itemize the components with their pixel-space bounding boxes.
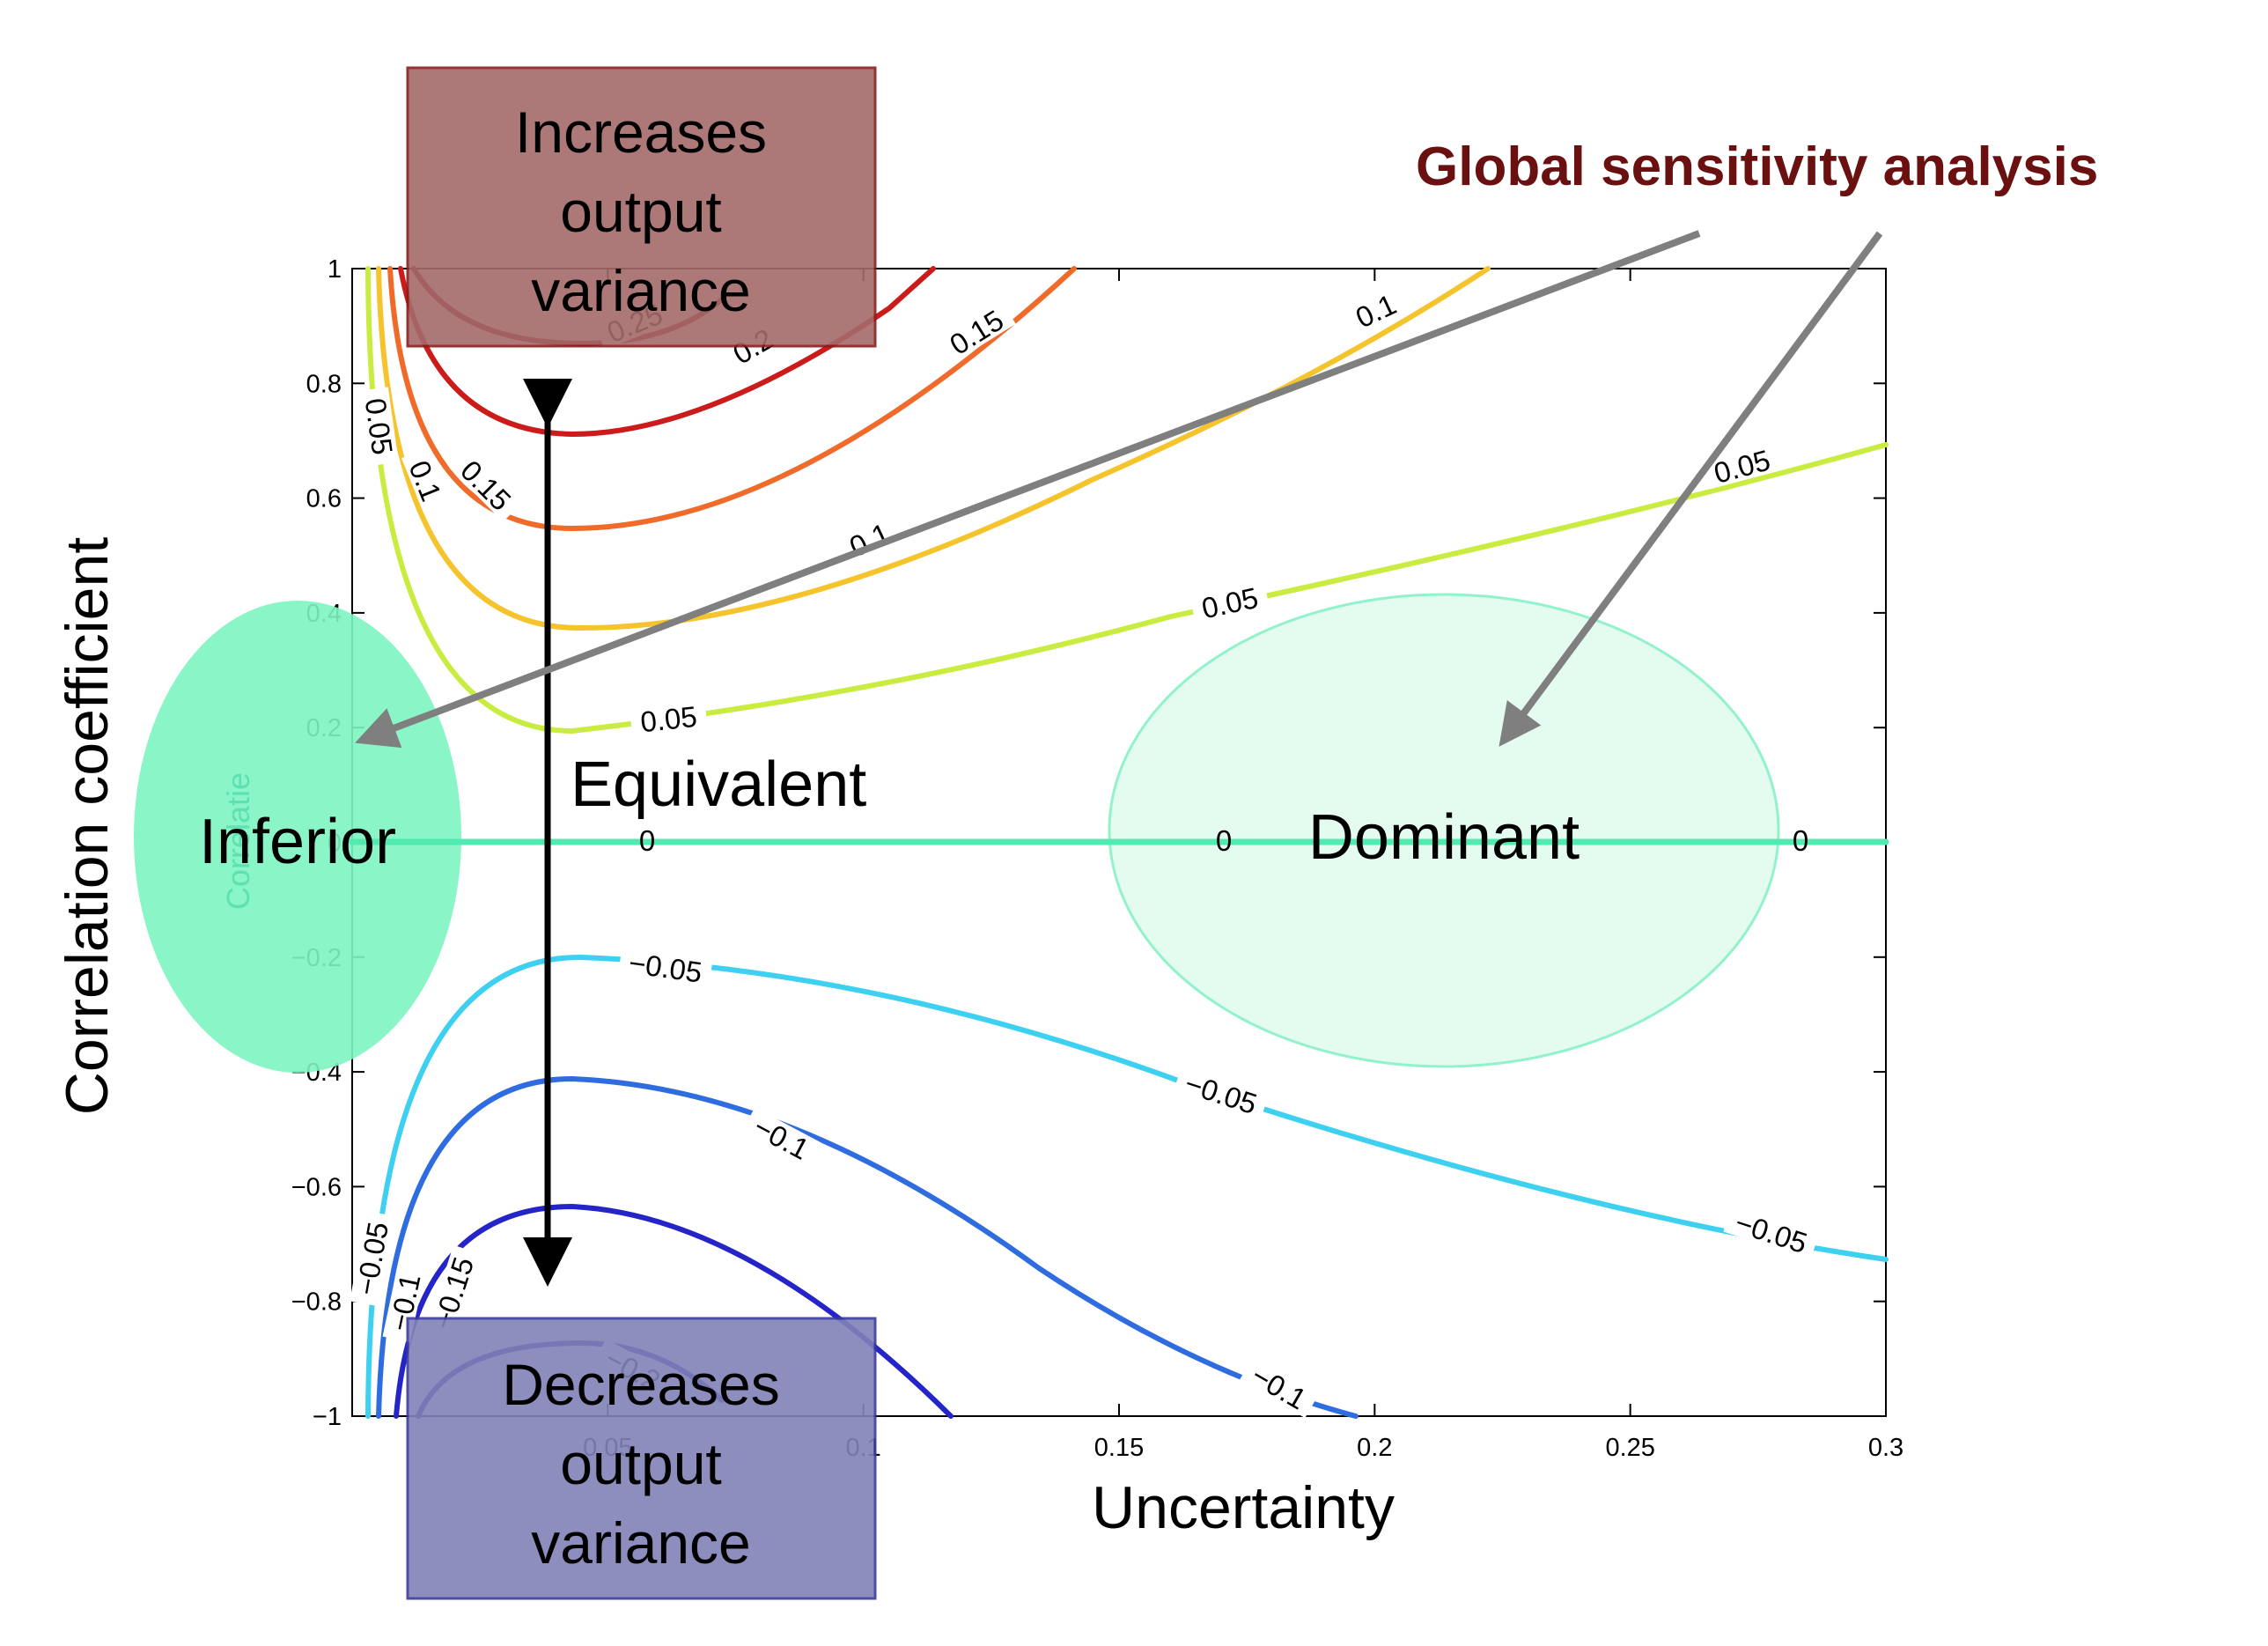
dominant-region bbox=[1108, 593, 1780, 1068]
y-tick-label: −0.6 bbox=[291, 1173, 342, 1201]
decreases-line-3: variance bbox=[531, 1510, 750, 1576]
contour-label: 0.05 bbox=[639, 700, 699, 739]
contour-label-bg bbox=[360, 387, 399, 466]
increases-line-2: output bbox=[560, 179, 722, 244]
dominant-label: Dominant bbox=[1308, 802, 1580, 873]
contour-label-bg bbox=[936, 299, 1016, 365]
y-tick-label: 1 bbox=[328, 255, 342, 284]
contour-label: 0 bbox=[1793, 824, 1808, 857]
contour-line bbox=[365, 954, 1889, 1419]
contour-label-bg bbox=[741, 1107, 822, 1169]
contour-label: −0.05 bbox=[350, 1220, 394, 1298]
contour-line bbox=[394, 1203, 954, 1419]
x-axis-title: Uncertainty bbox=[1092, 1474, 1395, 1541]
y-axis-title: Correlation coefficient bbox=[54, 537, 121, 1116]
decreases-line-2: output bbox=[560, 1431, 722, 1496]
increases-box bbox=[406, 66, 877, 348]
contour-label: 0 bbox=[639, 824, 655, 857]
contour-label-group: −0.1 bbox=[1239, 1355, 1320, 1419]
contour-label-bg bbox=[449, 448, 523, 522]
contour-line bbox=[398, 266, 936, 438]
gsa-arrow-right bbox=[1498, 231, 1883, 747]
contour-label-bg bbox=[1173, 1066, 1270, 1121]
contour-label: 0.05 bbox=[1199, 581, 1262, 625]
contour-line bbox=[387, 266, 1077, 532]
contour-label-bg bbox=[401, 447, 451, 514]
y-tick-label: 0.6 bbox=[306, 485, 342, 513]
x-tick-label: 0.3 bbox=[1868, 1434, 1904, 1462]
contour-label-group: −0.05 bbox=[1723, 1205, 1820, 1260]
decreases-box bbox=[406, 1317, 877, 1600]
decreases-annotation: Decreases output variance bbox=[406, 1317, 877, 1600]
contour-label: −0.05 bbox=[1181, 1067, 1261, 1120]
faint-axis-label: Correlatie bbox=[220, 772, 256, 910]
y-tick-label: −1 bbox=[313, 1403, 342, 1431]
contour-label-group: −0.05 bbox=[618, 946, 713, 989]
contour-label-bg bbox=[618, 946, 713, 988]
contour-label: −0.05 bbox=[1731, 1206, 1811, 1259]
y-tick-label: 0.8 bbox=[306, 370, 342, 398]
increases-annotation: Increases output variance bbox=[406, 66, 877, 348]
contour-label-bg bbox=[629, 700, 708, 737]
contour-label: 0.05 bbox=[359, 396, 400, 457]
contour-line bbox=[365, 266, 1889, 734]
contour-label: 0 bbox=[1216, 824, 1232, 857]
contour-label-group: 0.05 bbox=[629, 700, 708, 739]
contour-label-bg bbox=[1239, 1355, 1320, 1419]
increases-line-1: Increases bbox=[515, 100, 767, 165]
contour-label-bg bbox=[1701, 442, 1783, 490]
inferior-label: Inferior bbox=[199, 807, 396, 877]
contour-label-group: 0.15 bbox=[936, 299, 1016, 365]
increases-line-3: variance bbox=[531, 258, 750, 323]
equivalent-label: Equivalent bbox=[571, 749, 866, 820]
contour-label-group: 0.05 bbox=[1189, 580, 1270, 625]
gsa-arrow-left bbox=[355, 230, 1701, 749]
y-tick-label: −0.8 bbox=[291, 1288, 342, 1317]
contour-label-group: 0 bbox=[1216, 824, 1232, 857]
x-tick-label: 0.15 bbox=[1094, 1434, 1144, 1462]
contour-label-group: −0.05 bbox=[1173, 1066, 1270, 1121]
contour-label-bg bbox=[350, 1210, 394, 1306]
contour-label-group: 0.1 bbox=[1342, 284, 1410, 336]
decreases-line-1: Decreases bbox=[502, 1352, 779, 1417]
contour-label-bg bbox=[382, 1262, 426, 1343]
contour-lines bbox=[349, 266, 1889, 1419]
contour-label-group: 0 bbox=[639, 824, 655, 857]
contour-label-bg bbox=[1189, 580, 1270, 624]
contour-label-bg bbox=[425, 1244, 481, 1341]
contour-label-bg bbox=[1723, 1205, 1820, 1260]
contour-label-group: 0.05 bbox=[359, 387, 400, 466]
contour-label: −0.05 bbox=[627, 946, 704, 988]
x-tick-label: 0.25 bbox=[1605, 1434, 1654, 1462]
contour-label-bg bbox=[1342, 284, 1410, 336]
contour-line bbox=[376, 266, 1491, 631]
contour-label-group: −0.1 bbox=[741, 1107, 822, 1169]
contour-label-group: 0 bbox=[1793, 824, 1808, 857]
x-tick-label: 0.2 bbox=[1357, 1434, 1392, 1462]
gsa-title: Global sensitivity analysis bbox=[1416, 137, 2098, 197]
